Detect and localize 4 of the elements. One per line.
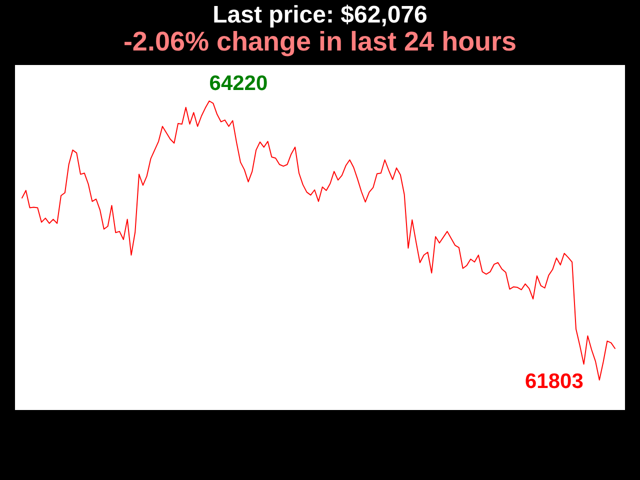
- chart-title: Last price: $62,076: [212, 2, 428, 29]
- chart-subtitle: -2.06% change in last 24 hours: [123, 26, 517, 56]
- data-label: 64220: [209, 72, 268, 95]
- data-label: 61803: [524, 370, 584, 393]
